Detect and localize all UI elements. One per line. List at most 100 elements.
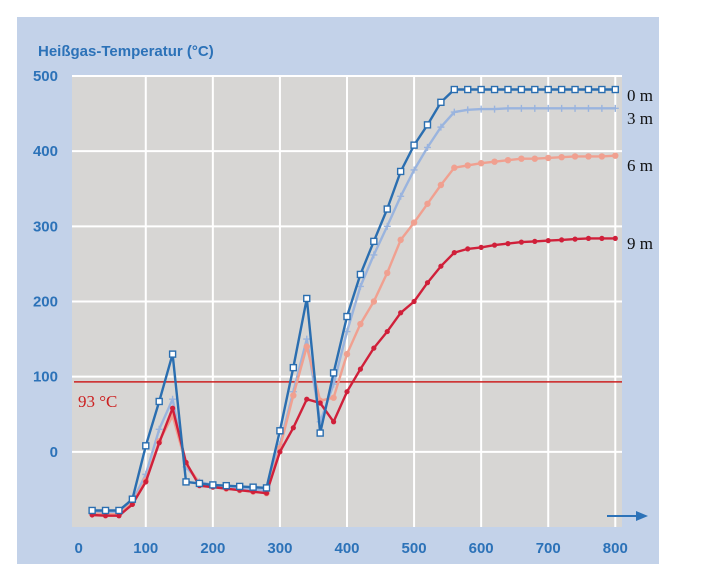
data-point-0m-15	[289, 363, 298, 372]
data-point-0m-29	[477, 85, 485, 94]
data-point-0m-6	[168, 350, 177, 358]
data-point-6m-27	[451, 164, 458, 171]
data-point-9m-37	[585, 235, 592, 241]
data-point-9m-34	[545, 238, 551, 244]
data-point-9m-17	[317, 400, 323, 406]
data-point-3m-24	[410, 166, 418, 174]
x-tick-label-600: 600	[469, 540, 494, 557]
x-tick-label-100: 100	[133, 540, 158, 557]
data-point-0m-17	[316, 429, 324, 437]
data-point-6m-32	[518, 155, 525, 162]
data-point-3m-35	[558, 104, 566, 112]
data-point-6m-26	[437, 181, 445, 189]
series-label-0m: 0 m	[627, 86, 653, 105]
data-point-6m-31	[504, 156, 512, 164]
y-tick-label-500: 500	[33, 68, 58, 85]
chart-title: Heißgas-Temperatur (°C)	[38, 43, 214, 60]
data-point-0m-1	[101, 506, 110, 515]
data-point-0m-16	[303, 294, 311, 303]
data-point-6m-35	[558, 153, 565, 161]
data-point-0m-24	[410, 141, 418, 149]
data-point-6m-33	[531, 155, 539, 162]
data-point-3m-38	[598, 104, 606, 112]
data-point-0m-4	[142, 442, 150, 450]
data-point-0m-20	[356, 270, 365, 279]
y-tick-label-200: 200	[33, 294, 58, 311]
data-point-0m-14	[276, 427, 284, 435]
data-point-0m-22	[383, 205, 391, 213]
data-point-0m-26	[437, 98, 445, 107]
data-point-3m-32	[517, 104, 525, 112]
data-point-9m-16	[304, 396, 310, 402]
series-line-0m	[92, 88, 616, 512]
x-tick-label-0: 0	[75, 540, 83, 557]
data-point-0m-0	[88, 506, 96, 515]
data-point-0m-12	[249, 483, 257, 491]
data-point-6m-37	[585, 153, 592, 160]
series-label-6m: 6 m	[627, 156, 653, 175]
series-label-3m: 3 m	[627, 109, 653, 128]
data-point-6m-39	[612, 152, 619, 159]
data-point-6m-23	[397, 236, 404, 244]
data-point-9m-2	[116, 513, 122, 519]
data-point-6m-20	[357, 320, 364, 328]
data-point-3m-28	[464, 106, 472, 114]
data-point-3m-22	[383, 222, 391, 230]
data-point-6m-38	[598, 153, 606, 160]
data-point-6m-36	[571, 153, 579, 160]
data-point-0m-34	[544, 85, 552, 94]
data-point-0m-28	[464, 85, 472, 94]
data-point-0m-7	[182, 478, 190, 486]
data-point-9m-32	[518, 239, 524, 245]
data-point-0m-39	[611, 85, 619, 94]
data-point-0m-35	[557, 85, 566, 94]
x-tick-label-400: 400	[334, 540, 359, 557]
data-point-9m-38	[599, 235, 605, 241]
data-point-9m-19	[344, 389, 350, 395]
x-tick-label-800: 800	[603, 540, 628, 557]
data-point-6m-19	[343, 350, 351, 358]
data-point-3m-19	[343, 328, 351, 336]
reference-line-label: 93 °C	[78, 392, 117, 411]
data-point-3m-25	[423, 143, 431, 151]
data-point-9m-6	[170, 405, 176, 411]
data-point-3m-34	[544, 104, 552, 112]
data-point-9m-22	[384, 328, 390, 335]
y-tick-label-300: 300	[33, 218, 58, 235]
data-point-0m-5	[155, 397, 163, 406]
data-point-3m-31	[504, 104, 512, 112]
data-point-0m-37	[584, 85, 593, 94]
data-point-6m-25	[424, 200, 431, 207]
series-line-9m	[92, 237, 616, 517]
data-point-0m-3	[128, 495, 137, 503]
data-point-9m-39	[612, 235, 618, 241]
data-point-6m-30	[491, 158, 498, 165]
data-point-0m-8	[195, 479, 204, 488]
data-point-9m-35	[559, 237, 565, 243]
data-point-0m-2	[115, 506, 123, 515]
data-point-3m-16	[303, 335, 311, 343]
data-point-9m-1	[102, 513, 109, 519]
data-point-3m-29	[477, 105, 485, 113]
data-point-9m-20	[357, 366, 364, 372]
data-point-9m-26	[438, 263, 444, 269]
data-point-3m-27	[450, 108, 458, 116]
data-point-9m-4	[143, 479, 149, 485]
data-point-9m-21	[371, 345, 377, 351]
data-point-0m-32	[517, 85, 526, 94]
data-point-9m-5	[156, 440, 162, 446]
data-point-6m-22	[384, 269, 391, 277]
x-tick-label-200: 200	[200, 540, 225, 557]
data-point-3m-30	[491, 105, 499, 113]
data-point-0m-9	[209, 481, 217, 489]
data-point-3m-33	[531, 104, 539, 112]
data-point-0m-30	[490, 85, 499, 94]
data-point-3m-20	[356, 282, 364, 290]
data-point-0m-21	[370, 237, 378, 246]
data-point-6m-29	[477, 159, 485, 167]
data-point-6m-21	[370, 298, 378, 305]
data-point-3m-39	[611, 104, 619, 112]
data-point-0m-27	[450, 85, 459, 94]
data-point-0m-19	[343, 312, 351, 321]
data-point-3m-6	[169, 395, 177, 403]
